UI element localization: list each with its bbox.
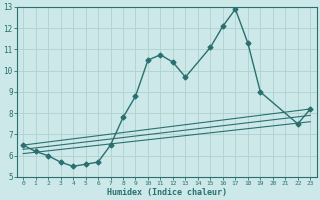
X-axis label: Humidex (Indice chaleur): Humidex (Indice chaleur) <box>107 188 227 197</box>
